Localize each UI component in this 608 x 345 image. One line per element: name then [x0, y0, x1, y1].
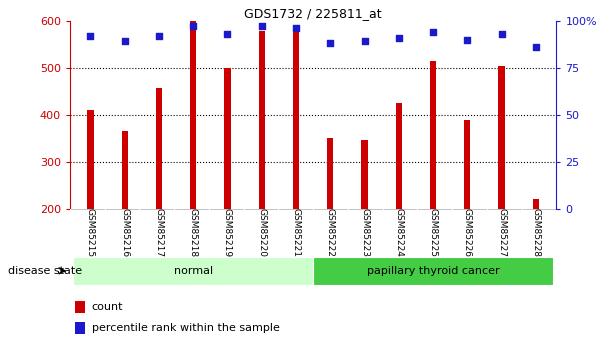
Point [154, 33, 164, 39]
Bar [156, 88, 162, 209]
Point [394, 35, 404, 40]
Text: GSM85222: GSM85222 [326, 208, 335, 257]
Text: GSM85225: GSM85225 [429, 208, 438, 257]
Point [86, 33, 95, 39]
Text: count: count [92, 302, 123, 312]
Text: GSM85217: GSM85217 [154, 208, 164, 257]
Point [257, 23, 266, 29]
Bar [396, 103, 402, 209]
Bar [533, 199, 539, 209]
Text: GSM85220: GSM85220 [257, 208, 266, 257]
Text: GSM85216: GSM85216 [120, 208, 130, 257]
Bar [361, 140, 368, 209]
Bar [327, 138, 333, 209]
Title: GDS1732 / 225811_at: GDS1732 / 225811_at [244, 7, 382, 20]
Point [223, 31, 232, 37]
Point [463, 37, 472, 42]
Text: GSM85219: GSM85219 [223, 208, 232, 257]
Text: GSM85215: GSM85215 [86, 208, 95, 257]
Bar [313, 257, 553, 285]
Text: papillary thyroid cancer: papillary thyroid cancer [367, 266, 499, 276]
Bar [293, 26, 299, 209]
Text: GSM85221: GSM85221 [291, 208, 300, 257]
Text: disease state: disease state [8, 266, 82, 276]
Point [531, 44, 541, 50]
Bar [74, 257, 313, 285]
Bar [258, 31, 265, 209]
Bar [190, 21, 196, 209]
Point [291, 26, 301, 31]
Bar [499, 66, 505, 209]
Point [428, 29, 438, 35]
Bar [88, 110, 94, 209]
Point [325, 40, 335, 46]
Point [188, 23, 198, 29]
Text: GSM85218: GSM85218 [188, 208, 198, 257]
Bar [224, 68, 230, 209]
Bar [75, 301, 86, 313]
Point [360, 39, 370, 44]
Point [497, 31, 506, 37]
Text: GSM85227: GSM85227 [497, 208, 506, 257]
Bar [430, 61, 436, 209]
Point [120, 39, 130, 44]
Text: percentile rank within the sample: percentile rank within the sample [92, 323, 280, 333]
Bar [122, 131, 128, 209]
Text: normal: normal [174, 266, 213, 276]
Text: GSM85224: GSM85224 [394, 208, 403, 257]
Text: GSM85226: GSM85226 [463, 208, 472, 257]
Text: GSM85228: GSM85228 [531, 208, 541, 257]
Bar [75, 322, 86, 334]
Bar [464, 120, 471, 209]
Text: GSM85223: GSM85223 [360, 208, 369, 257]
